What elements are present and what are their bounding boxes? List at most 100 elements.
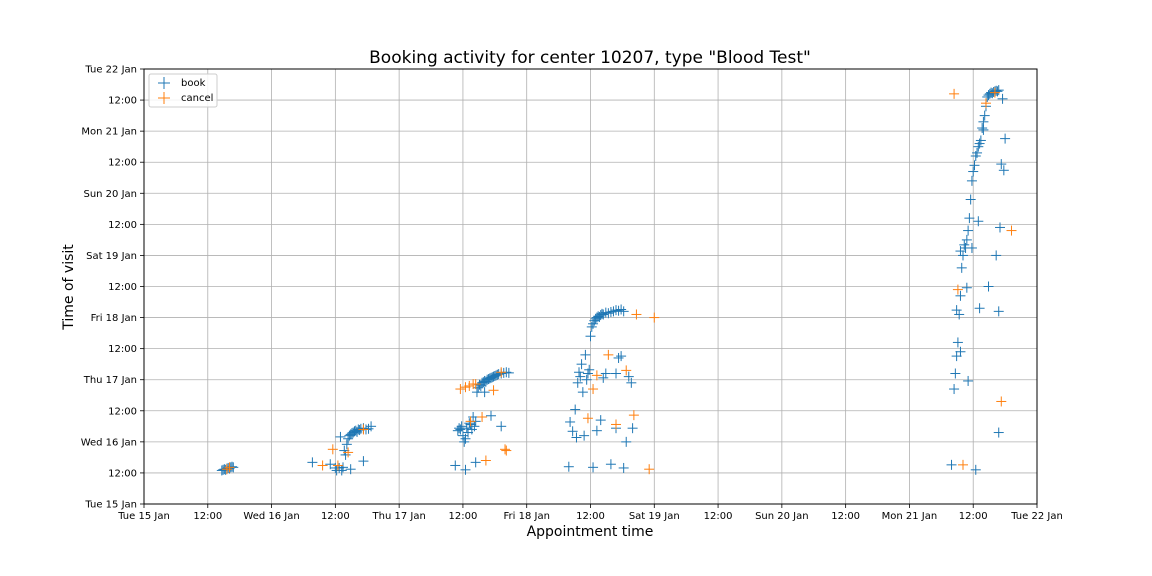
book-point <box>579 430 590 441</box>
y-tick-label: 12:00 <box>108 344 137 355</box>
book-point <box>961 234 972 245</box>
cancel-point <box>455 384 466 395</box>
book-point <box>955 290 966 301</box>
book-point <box>358 456 369 467</box>
legend: book cancel <box>148 73 218 108</box>
book-point <box>618 462 629 473</box>
cancel-point <box>621 365 632 376</box>
book-point <box>968 166 979 177</box>
book-point <box>574 367 585 378</box>
y-tick-label: Tue 15 Jan <box>84 500 137 511</box>
book-point <box>580 349 591 360</box>
x-tick-label: Wed 16 Jan <box>243 511 299 522</box>
y-tick-label: 12:00 <box>108 220 137 231</box>
y-tick-label: Thu 17 Jan <box>83 375 137 386</box>
cancel-point <box>477 412 488 422</box>
book-point <box>1000 133 1011 144</box>
y-tick-label: 12:00 <box>108 468 137 479</box>
y-tick-label: 12:00 <box>108 282 137 293</box>
book-point <box>227 461 238 472</box>
cancel-point <box>496 367 507 378</box>
book-point <box>946 459 957 470</box>
book-point <box>977 123 988 134</box>
book-point <box>585 331 596 342</box>
book-point <box>496 421 507 432</box>
book-point <box>600 368 611 379</box>
book-point <box>626 377 637 388</box>
book-point <box>577 387 588 398</box>
book-point <box>950 368 961 379</box>
book-point <box>584 364 595 375</box>
book-point <box>969 160 980 171</box>
cancel-point <box>332 460 343 471</box>
y-tick-label: 12:00 <box>108 406 137 417</box>
book-point <box>963 375 974 386</box>
book-point <box>595 415 606 426</box>
legend-marker-book <box>158 77 170 89</box>
book-point <box>605 459 616 470</box>
x-tick-label: 12:00 <box>831 511 860 522</box>
book-point <box>956 262 967 273</box>
book-point <box>571 432 582 443</box>
book-point <box>613 305 624 316</box>
book-point <box>563 461 574 472</box>
book-point <box>951 305 962 316</box>
book-point <box>485 410 496 421</box>
book-point <box>613 352 624 363</box>
book-point <box>576 359 587 370</box>
book-point <box>973 216 984 227</box>
cancel-point <box>221 464 232 475</box>
book-point <box>991 250 1002 261</box>
legend-label-cancel: cancel <box>181 93 213 104</box>
book-point <box>611 305 622 316</box>
book-point <box>611 368 622 379</box>
book-point <box>479 387 490 398</box>
cancel-point <box>1006 225 1017 236</box>
book-point <box>965 194 976 205</box>
grid <box>143 68 1038 505</box>
y-tick-label: Sun 20 Jan <box>83 189 137 200</box>
y-tick-label: 12:00 <box>108 96 137 107</box>
cancel-point <box>591 370 602 381</box>
book-point <box>470 457 481 468</box>
cancel-point <box>996 396 1007 407</box>
book-point <box>572 377 583 388</box>
cancel-point <box>501 445 512 456</box>
cancel-point <box>224 462 235 473</box>
cancel-point <box>958 459 969 470</box>
y-axis: Tue 15 Jan 12:00 Wed 16 Jan 12:00 Thu 17 Jan… <box>81 65 144 511</box>
book-point <box>993 427 1004 438</box>
cancel-point <box>465 416 476 427</box>
book-point <box>345 464 356 475</box>
cancel-point <box>488 385 499 396</box>
x-tick-label: 12:00 <box>321 511 350 522</box>
cancel-point <box>500 444 511 455</box>
cancel-point <box>327 444 338 455</box>
book-point <box>588 462 599 473</box>
y-tick-label: Wed 16 Jan <box>81 437 137 448</box>
cancel-point <box>649 312 660 323</box>
cancel-point <box>603 349 614 360</box>
book-point <box>605 306 616 317</box>
legend-marker-plus <box>158 92 170 104</box>
book-point <box>335 431 346 442</box>
book-point <box>598 309 609 320</box>
book-point <box>503 367 514 378</box>
x-axis-label: Appointment time <box>527 524 654 540</box>
book-point <box>627 423 638 434</box>
cancel-point <box>949 88 960 99</box>
book-point <box>570 404 581 415</box>
book-point <box>623 371 634 382</box>
book-point <box>616 351 627 362</box>
book-point <box>493 369 504 380</box>
book-point <box>983 281 994 292</box>
x-axis: Tue 15 Jan 12:00 Wed 16 Jan 12:00 Thu 17 Jan… <box>117 504 1063 522</box>
book-point <box>460 433 471 444</box>
book-point <box>600 307 611 318</box>
cancel-point <box>980 98 991 109</box>
x-tick-label: Tue 22 Jan <box>1010 511 1063 522</box>
book-point <box>616 304 627 315</box>
cancel-point <box>628 410 639 421</box>
y-tick-label: Tue 22 Jan <box>84 65 137 76</box>
